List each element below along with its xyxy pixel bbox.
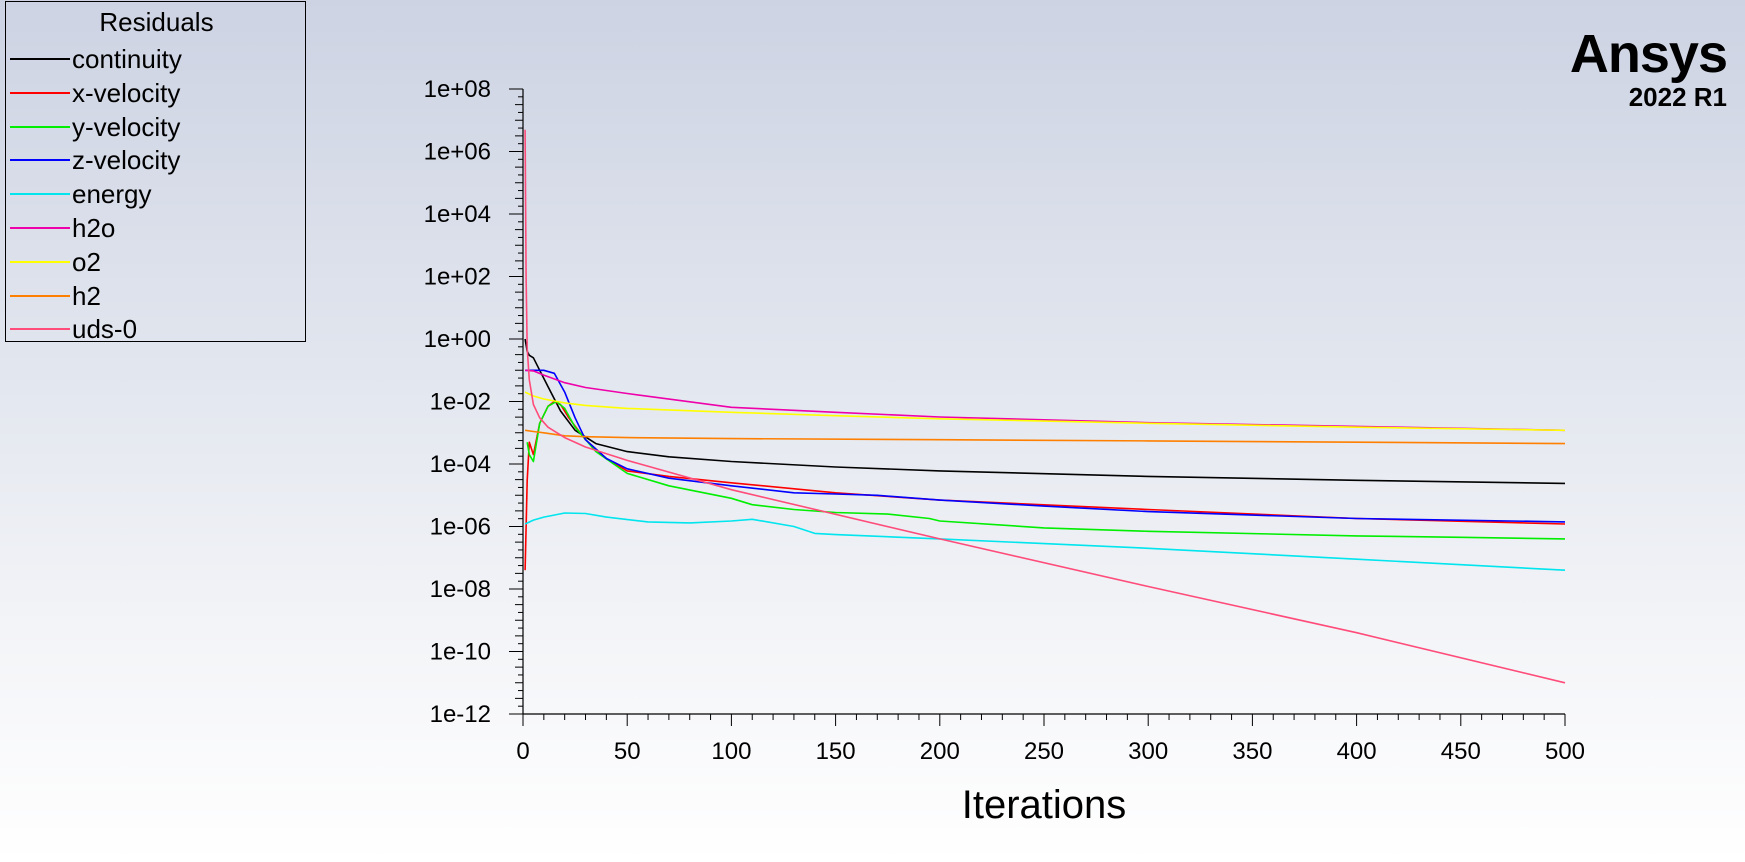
x-tick-label: 50: [614, 738, 641, 765]
y-tick-label: 1e-12: [430, 701, 491, 728]
series-line-uds-0: [524, 129, 1566, 684]
x-axis-title: Iterations: [962, 783, 1127, 827]
y-tick-label: 1e+04: [424, 201, 491, 228]
ansys-logo: Ansys 2022 R1: [1569, 24, 1728, 112]
legend-item-continuity: continuity: [6, 42, 307, 76]
logo-version: 2022 R1: [1628, 82, 1727, 112]
legend-item-energy: energy: [6, 177, 307, 211]
series-line-continuity: [524, 338, 1566, 485]
legend-label: o2: [72, 246, 101, 277]
y-tick-label: 1e-10: [430, 639, 491, 666]
y-tick-label: 1e+06: [424, 139, 491, 166]
y-tick-label: 1e-04: [430, 451, 491, 478]
legend-swatch: [10, 159, 70, 162]
x-tick-label: 150: [816, 738, 856, 765]
y-tick-label: 1e-06: [430, 514, 491, 541]
x-tick-label: 0: [516, 738, 529, 765]
legend-item-x-velocity: x-velocity: [6, 76, 307, 110]
legend-item-z-velocity: z-velocity: [6, 143, 307, 177]
legend-swatch: [10, 91, 70, 94]
y-tick-label: 1e-08: [430, 576, 491, 603]
series-line-o2: [524, 391, 1566, 432]
legend-label: energy: [72, 179, 152, 210]
x-tick-label: 300: [1128, 738, 1168, 765]
legend-label: continuity: [72, 44, 182, 74]
legend-swatch: [10, 58, 70, 60]
y-tick-label: 1e+00: [424, 326, 491, 353]
legend: Residuals continuity x-velocity y-velocity…: [5, 1, 307, 344]
series-line-h2: [524, 429, 1566, 445]
y-tick-label: 1e-02: [430, 389, 491, 416]
legend-item-uds-0: uds-0: [6, 312, 307, 346]
x-tick-label: 100: [711, 738, 751, 765]
legend-title: Residuals: [99, 7, 214, 37]
x-tick-label: 350: [1232, 738, 1272, 765]
legend-item-o2: o2: [6, 245, 307, 279]
legend-label: h2: [72, 280, 101, 311]
y-tick-label: 1e+02: [424, 264, 491, 291]
legend-swatch: [10, 125, 70, 128]
x-tick-label: 400: [1337, 738, 1377, 765]
legend-label: x-velocity: [72, 77, 181, 108]
legend-swatch: [10, 227, 70, 229]
legend-label: h2o: [72, 213, 116, 243]
logo-brand-name: Ansys: [1569, 24, 1728, 84]
legend-item-h2: h2: [6, 279, 307, 313]
legend-label: z-velocity: [72, 145, 181, 176]
series-line-z-velocity: [525, 369, 1566, 523]
x-tick-label: 200: [920, 738, 960, 765]
series-line-energy: [524, 512, 1566, 571]
legend-swatch: [10, 193, 70, 196]
x-tick-label: 250: [1024, 738, 1064, 765]
x-tick-label: 500: [1545, 738, 1585, 765]
series-line-y-velocity: [526, 400, 1566, 540]
y-tick-label: 1e+08: [424, 76, 491, 103]
x-tick-label: 450: [1441, 738, 1481, 765]
legend-swatch: [10, 328, 70, 331]
legend-item-h2o: h2o: [6, 211, 307, 245]
legend-swatch: [10, 294, 70, 297]
legend-label: uds-0: [72, 314, 138, 345]
legend-label: y-velocity: [72, 111, 181, 142]
legend-swatch: [10, 260, 70, 263]
legend-item-y-velocity: y-velocity: [6, 110, 307, 144]
